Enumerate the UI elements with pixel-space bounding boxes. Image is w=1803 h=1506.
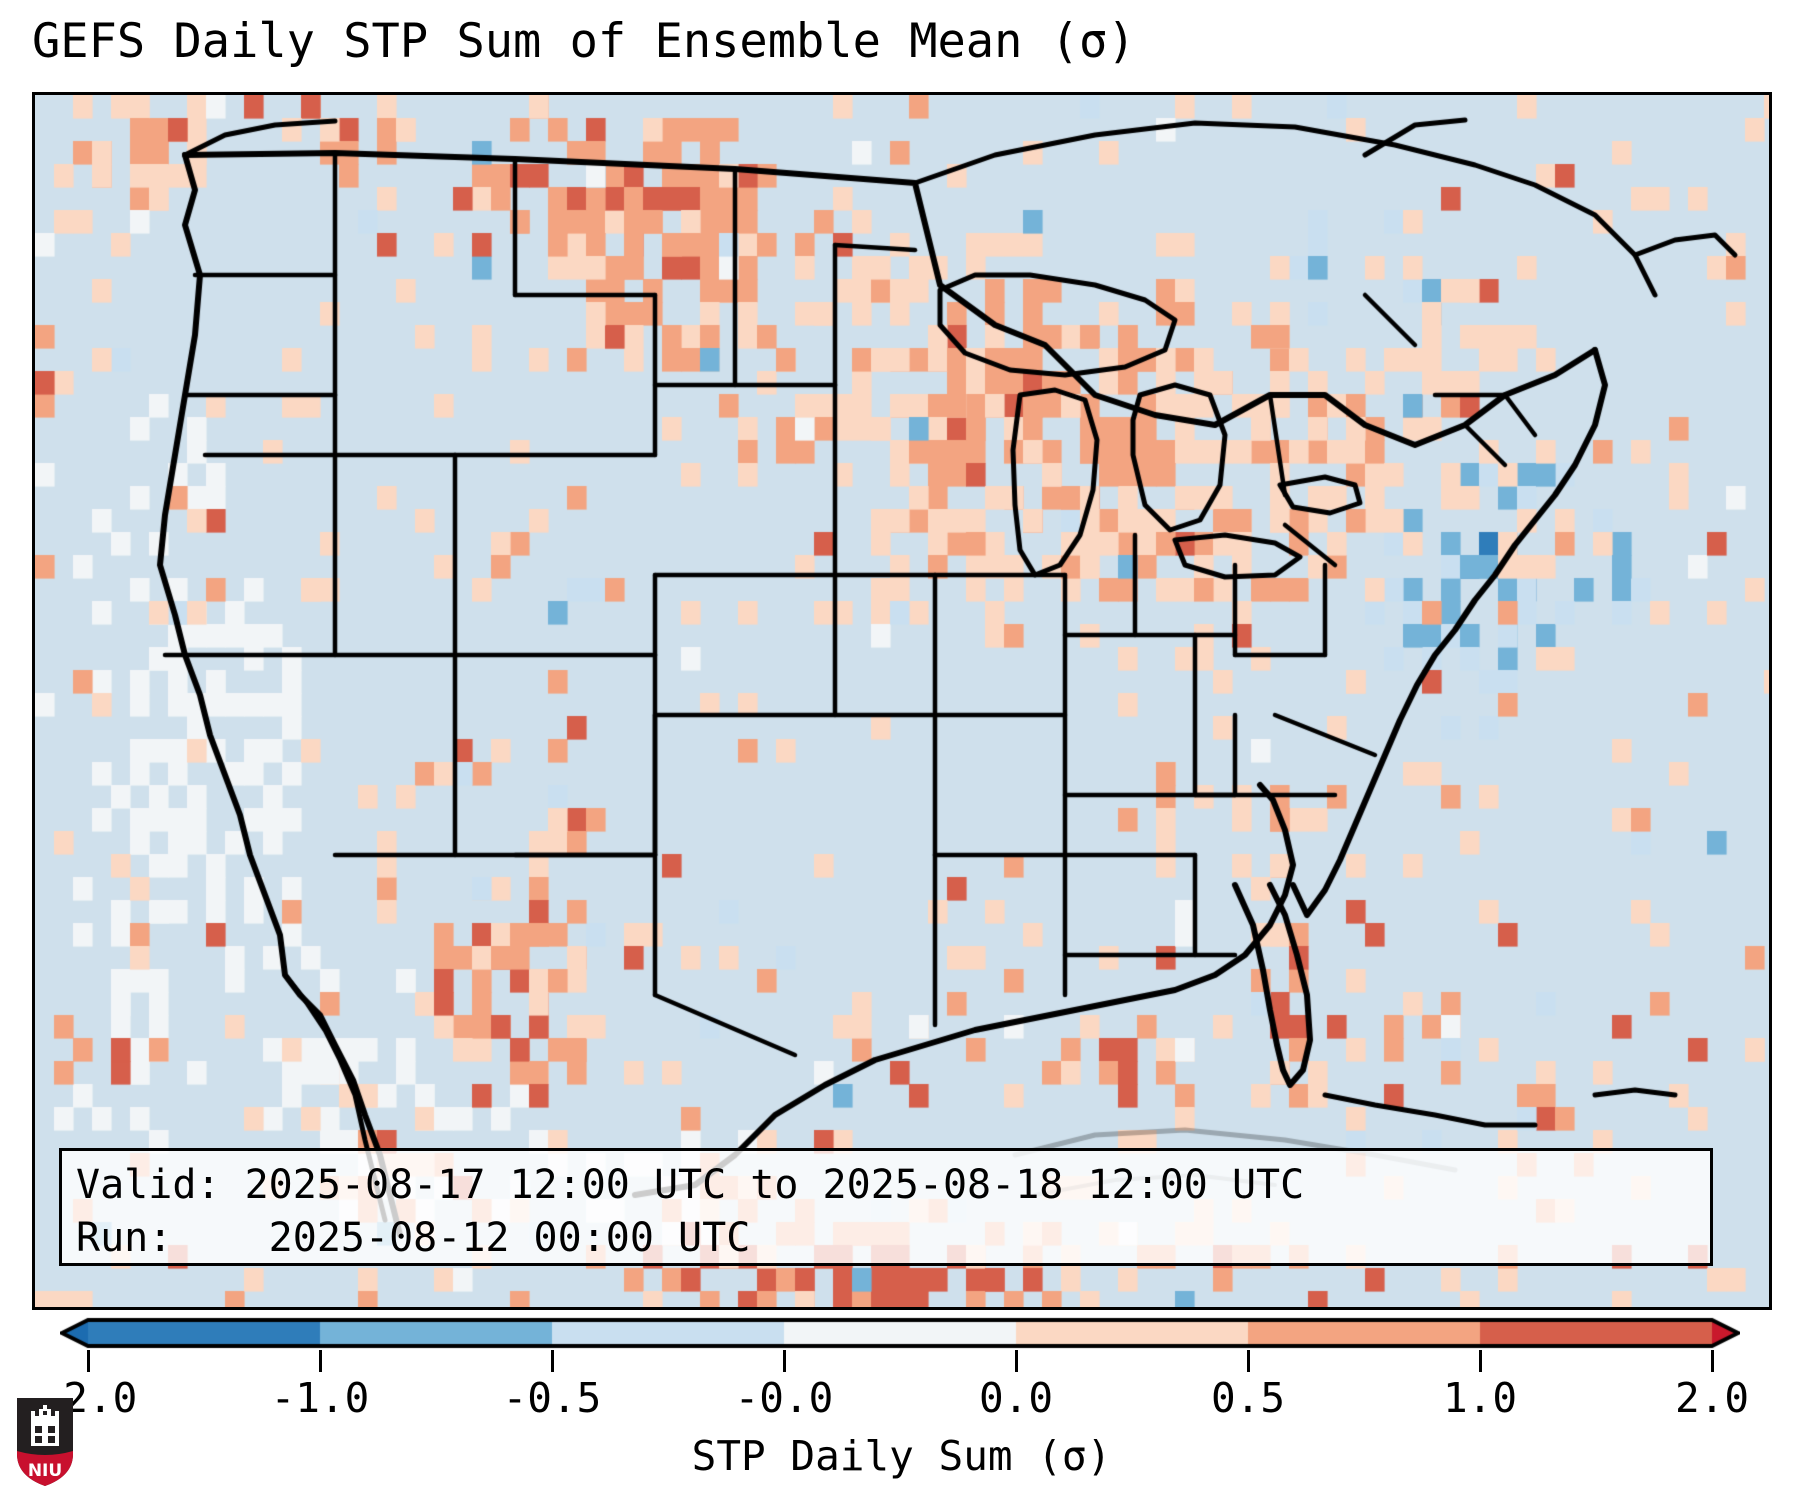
colorbar bbox=[60, 1316, 1740, 1350]
colorbar-tick-label-1: -1.0 bbox=[270, 1374, 370, 1422]
forecast-info-box: Valid: 2025-08-17 12:00 UTC to 2025-08-1… bbox=[59, 1148, 1713, 1266]
colorbar-tick-5 bbox=[1247, 1350, 1250, 1372]
page-title: GEFS Daily STP Sum of Ensemble Mean (σ) bbox=[32, 14, 1136, 69]
colorbar-tick-4 bbox=[1015, 1350, 1018, 1372]
colorbar-tick-label-3: -0.0 bbox=[734, 1374, 834, 1422]
colorbar-tick-3 bbox=[783, 1350, 786, 1372]
niu-logo-icon: NIU bbox=[17, 1398, 73, 1486]
colorbar-axis-label: STP Daily Sum (σ) bbox=[691, 1432, 1112, 1480]
colorbar-tick-2 bbox=[551, 1350, 554, 1372]
colorbar-tick-label-7: 2.0 bbox=[1674, 1374, 1750, 1422]
colorbar-tick-1 bbox=[319, 1350, 322, 1372]
colorbar-tick-6 bbox=[1479, 1350, 1482, 1372]
colorbar-gradient bbox=[60, 1316, 1740, 1350]
colorbar-tick-0 bbox=[87, 1350, 90, 1372]
valid-time-line: Valid: 2025-08-17 12:00 UTC to 2025-08-1… bbox=[76, 1162, 1305, 1208]
map-plot-area bbox=[32, 92, 1772, 1310]
colorbar-tick-marks bbox=[0, 1350, 1803, 1380]
colorbar-tick-label-6: 1.0 bbox=[1442, 1374, 1518, 1422]
colorbar-tick-label-2: -0.5 bbox=[502, 1374, 602, 1422]
colorbar-tick-label-4: 0.0 bbox=[978, 1374, 1054, 1422]
run-time-line: Run: 2025-08-12 00:00 UTC bbox=[76, 1215, 751, 1261]
svg-text:NIU: NIU bbox=[28, 1461, 62, 1481]
colorbar-tick-label-5: 0.5 bbox=[1210, 1374, 1286, 1422]
colorbar-tick-labels: -2.0 -1.0 -0.5 -0.0 0.0 0.5 1.0 2.0 bbox=[0, 1374, 1803, 1426]
colorbar-tick-7 bbox=[1711, 1350, 1714, 1372]
stp-anomaly-heatmap bbox=[35, 95, 1769, 1307]
